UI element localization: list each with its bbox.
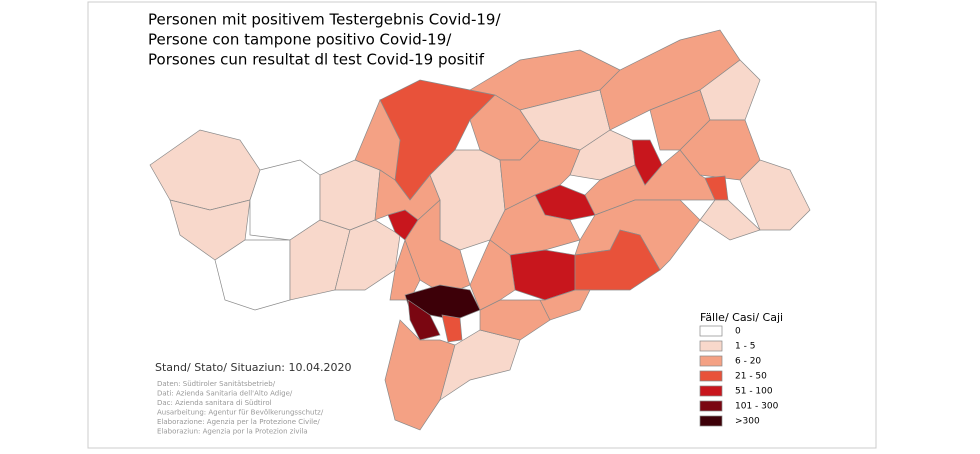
municipality: [407, 299, 441, 341]
municipality: [699, 199, 761, 241]
legend-title: Fälle/ Casi/ Caji: [700, 311, 783, 324]
source-line: Elaboraziun: Agenzia por la Protezion zi…: [157, 428, 308, 436]
municipality: [389, 238, 421, 301]
legend-swatch: [699, 400, 723, 412]
municipalities: [149, 29, 811, 431]
legend-label: 6 - 20: [735, 357, 761, 367]
title-line: Persone con tampone positivo Covid-19/: [148, 31, 452, 49]
municipality: [539, 289, 591, 321]
legend-swatch: [699, 340, 723, 352]
legend-label: 1 - 5: [735, 342, 755, 352]
municipality: [354, 99, 401, 181]
legend-label: 21 - 50: [735, 372, 767, 382]
source-line: Daten: Südtiroler Sanitätsbetrieb/: [157, 380, 276, 388]
date-note: Stand/ Stato/ Situaziun: 10.04.2020: [155, 361, 352, 374]
sources: Daten: Südtiroler Sanitätsbetrieb/Dati: …: [157, 380, 324, 436]
source-line: Dac: Azienda sanitara di Südtirol: [157, 399, 272, 407]
source-line: Ausarbeitung: Agentur für Bevölkerungssc…: [157, 409, 324, 417]
source-line: Elaborazione: Agenzia per la Protezione …: [157, 418, 320, 426]
title-line: Personen mit positivem Testergebnis Covi…: [148, 11, 501, 29]
legend-label: 51 - 100: [735, 387, 773, 397]
legend-label: 101 - 300: [735, 402, 779, 412]
title-line: Porsones cun resultat dl test Covid-19 p…: [148, 51, 485, 69]
municipality: [631, 139, 663, 186]
legend-swatch: [699, 325, 723, 337]
legend: 0 1 - 5 6 - 20 21 - 50 51 - 100 101 - 300 >300: [699, 325, 779, 427]
municipality: [469, 239, 516, 311]
municipality: [441, 314, 463, 343]
legend-swatch: [699, 385, 723, 397]
legend-label: 0: [735, 327, 741, 337]
source-line: Dati: Azienda Sanitaria dell'Alto Adige/: [157, 390, 293, 398]
legend-swatch: [699, 415, 723, 427]
legend-swatch: [699, 370, 723, 382]
legend-swatch: [699, 355, 723, 367]
municipality: [384, 319, 456, 431]
legend-label: >300: [735, 417, 760, 427]
